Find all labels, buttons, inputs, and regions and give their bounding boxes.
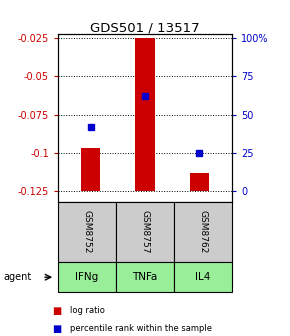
Text: IL4: IL4	[195, 272, 211, 282]
Text: percentile rank within the sample: percentile rank within the sample	[70, 324, 212, 333]
Text: TNFa: TNFa	[132, 272, 158, 282]
Bar	[135, 38, 155, 191]
Text: agent: agent	[3, 272, 31, 282]
Text: GSM8762: GSM8762	[198, 210, 208, 254]
Bar	[81, 148, 100, 191]
Text: log ratio: log ratio	[70, 306, 104, 315]
Text: ■: ■	[52, 306, 61, 316]
Text: GDS501 / 13517: GDS501 / 13517	[90, 22, 200, 35]
Bar	[190, 173, 209, 191]
Text: ■: ■	[52, 324, 61, 334]
Text: GSM8757: GSM8757	[140, 210, 150, 254]
Text: GSM8752: GSM8752	[82, 210, 92, 254]
Text: IFNg: IFNg	[75, 272, 99, 282]
